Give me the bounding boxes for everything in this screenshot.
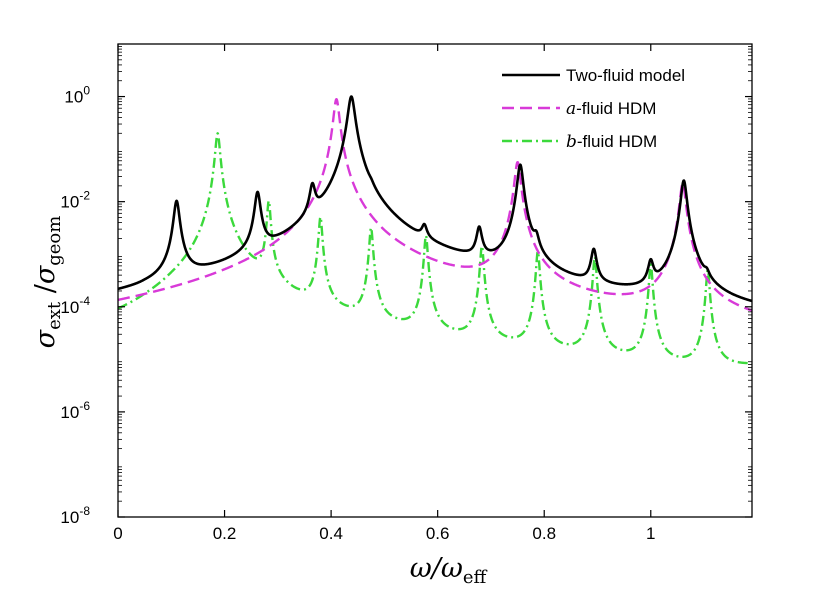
y-axis-title-den: σ	[30, 264, 61, 284]
y-tick-exponent: 0	[83, 84, 90, 98]
y-axis-title-den-sub: geom	[44, 216, 65, 266]
x-axis-title-sub: eff	[463, 567, 488, 588]
y-tick-exponent: -4	[79, 294, 90, 308]
legend-label-text: -fluid HDM	[576, 99, 656, 118]
y-axis-title-num-sub: ext	[44, 301, 65, 330]
x-tick-label: 1	[646, 524, 655, 543]
x-axis-title: ω/ωeff	[410, 553, 488, 588]
x-axis-ticks: 0 0.2 0.4 0.6 0.8 1	[113, 44, 656, 543]
legend-label-italic: b	[566, 132, 577, 152]
plot-frame	[117, 43, 753, 518]
y-tick-label: 10-8	[60, 504, 90, 527]
y-axis-title: σext /σgeom	[30, 216, 65, 349]
legend-label-text: -fluid HDM	[577, 132, 657, 151]
legend-label-text: Two-fluid model	[566, 66, 685, 85]
legend-label: b-fluid HDM	[566, 132, 657, 152]
y-tick-label: 10-6	[60, 399, 90, 422]
series-line-a-fluid-hdm	[118, 97, 752, 312]
series-curves	[118, 95, 752, 365]
x-tick-label: 0.8	[532, 524, 556, 543]
y-axis-title-num: σ	[30, 328, 61, 348]
x-tick-label: 0.6	[426, 524, 450, 543]
y-tick-exponent: -8	[79, 504, 90, 518]
y-tick-label: 10-2	[60, 189, 90, 212]
y-axis-title-sep: /	[30, 283, 61, 302]
legend-label-italic: a	[566, 99, 576, 119]
y-tick-label: 100	[64, 84, 90, 107]
x-tick-label: 0	[113, 524, 122, 543]
series-line-two-fluid-model	[118, 95, 752, 303]
legend-label: Two-fluid model	[566, 66, 685, 85]
series-line-b-fluid-hdm	[118, 132, 752, 365]
legend-label: a-fluid HDM	[566, 99, 656, 119]
x-tick-label: 0.2	[213, 524, 237, 543]
x-tick-label: 0.4	[319, 524, 343, 543]
y-tick-exponent: -2	[79, 189, 90, 203]
x-axis-title-main: ω/ω	[410, 553, 463, 584]
y-tick-exponent: -6	[79, 399, 90, 413]
